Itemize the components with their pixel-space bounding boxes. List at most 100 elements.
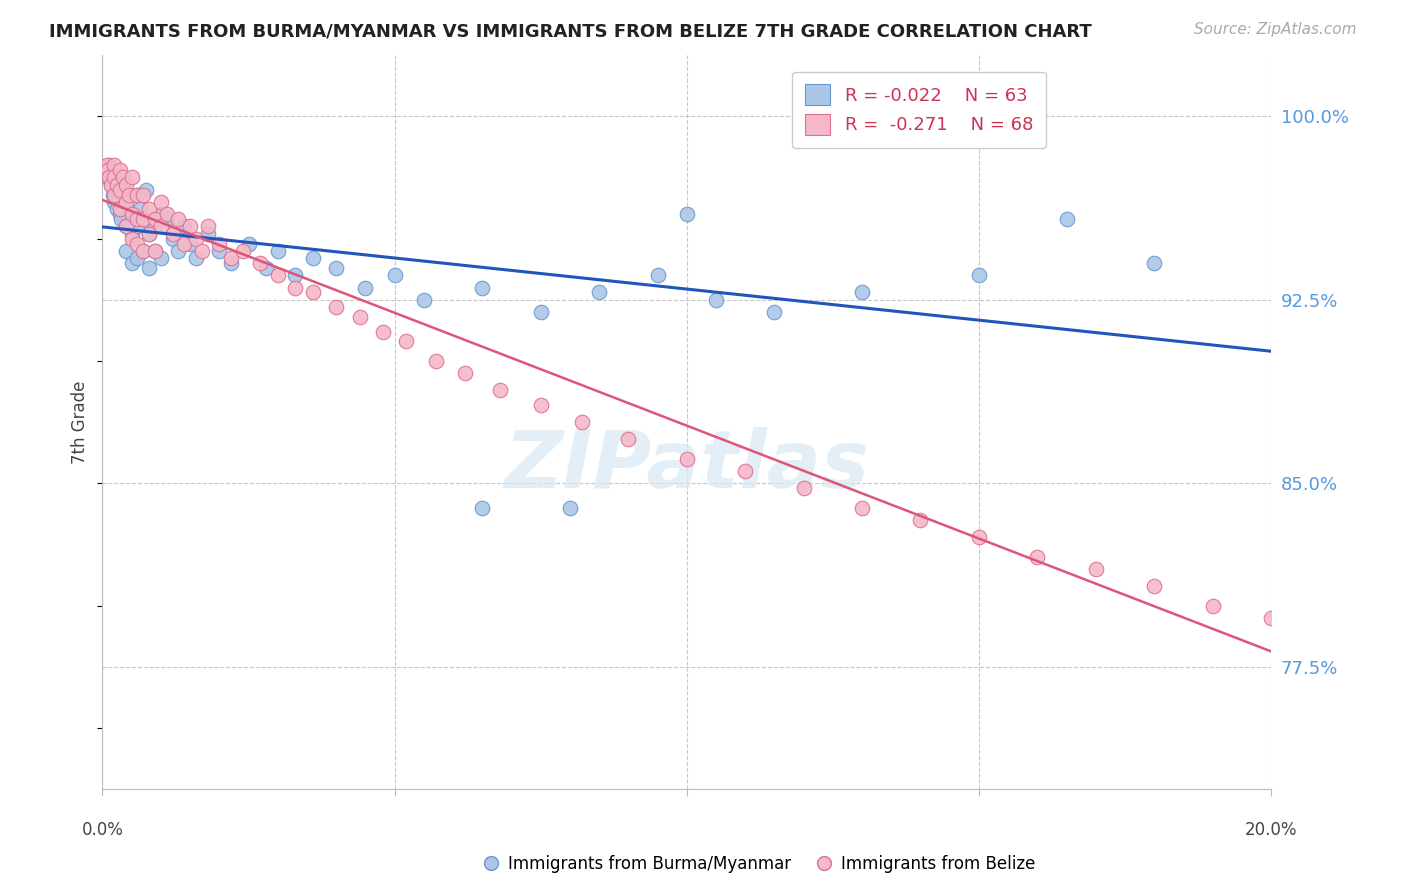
Point bbox=[143, 219, 166, 234]
Point bbox=[734, 464, 756, 478]
Point bbox=[138, 260, 160, 275]
Point bbox=[851, 285, 873, 300]
Point bbox=[208, 236, 231, 251]
Point bbox=[127, 187, 149, 202]
Point bbox=[111, 170, 134, 185]
Point bbox=[851, 500, 873, 515]
Point bbox=[103, 163, 125, 178]
Point bbox=[967, 268, 990, 283]
Point bbox=[675, 207, 697, 221]
Point bbox=[488, 384, 510, 398]
Point bbox=[114, 194, 136, 209]
Point bbox=[425, 354, 447, 368]
Point bbox=[704, 293, 727, 307]
Point bbox=[103, 187, 125, 202]
Point bbox=[111, 178, 134, 192]
Point bbox=[471, 500, 494, 515]
Point bbox=[325, 300, 347, 314]
Point bbox=[114, 244, 136, 258]
Point bbox=[97, 163, 120, 178]
Point bbox=[219, 251, 242, 265]
Point bbox=[156, 207, 179, 221]
Text: Source: ZipAtlas.com: Source: ZipAtlas.com bbox=[1194, 22, 1357, 37]
Legend: R = -0.022    N = 63, R =  -0.271    N = 68: R = -0.022 N = 63, R = -0.271 N = 68 bbox=[793, 71, 1046, 147]
Point bbox=[132, 212, 155, 227]
Text: IMMIGRANTS FROM BURMA/MYANMAR VS IMMIGRANTS FROM BELIZE 7TH GRADE CORRELATION CH: IMMIGRANTS FROM BURMA/MYANMAR VS IMMIGRA… bbox=[49, 22, 1092, 40]
Point bbox=[129, 202, 152, 217]
Point bbox=[197, 227, 219, 241]
Point bbox=[121, 256, 143, 270]
Point bbox=[588, 285, 610, 300]
Point bbox=[412, 293, 434, 307]
Point bbox=[103, 194, 125, 209]
Point bbox=[127, 187, 149, 202]
Point bbox=[108, 163, 131, 178]
Point bbox=[127, 251, 149, 265]
Point bbox=[149, 194, 172, 209]
Point bbox=[1201, 599, 1223, 613]
Point bbox=[121, 232, 143, 246]
Point bbox=[105, 202, 128, 217]
Point bbox=[1143, 579, 1166, 593]
Point bbox=[184, 251, 207, 265]
Point bbox=[267, 244, 290, 258]
Point bbox=[108, 202, 131, 217]
Point bbox=[558, 500, 581, 515]
Point bbox=[138, 227, 160, 241]
Point bbox=[149, 251, 172, 265]
Y-axis label: 7th Grade: 7th Grade bbox=[72, 380, 89, 464]
Point bbox=[98, 158, 121, 172]
Point bbox=[232, 244, 254, 258]
Point bbox=[96, 158, 118, 172]
Point bbox=[454, 366, 477, 380]
Point bbox=[249, 256, 271, 270]
Point bbox=[301, 251, 323, 265]
Point bbox=[121, 170, 143, 185]
Point bbox=[121, 227, 143, 241]
Point bbox=[98, 170, 121, 185]
Point bbox=[118, 187, 141, 202]
Point bbox=[149, 219, 172, 234]
Point bbox=[371, 325, 394, 339]
Point bbox=[571, 415, 593, 429]
Point bbox=[132, 244, 155, 258]
Point bbox=[284, 268, 307, 283]
Point bbox=[208, 244, 231, 258]
Point bbox=[173, 236, 195, 251]
Point bbox=[114, 219, 136, 234]
Point bbox=[1260, 611, 1282, 625]
Point bbox=[617, 432, 640, 446]
Point bbox=[100, 178, 122, 192]
Point bbox=[114, 178, 136, 192]
Point bbox=[101, 187, 124, 202]
Point bbox=[162, 232, 184, 246]
Point bbox=[127, 212, 149, 227]
Point bbox=[167, 244, 190, 258]
Point bbox=[1026, 549, 1049, 564]
Point bbox=[384, 268, 406, 283]
Point bbox=[197, 219, 219, 234]
Point bbox=[219, 256, 242, 270]
Point bbox=[354, 280, 377, 294]
Point bbox=[793, 481, 815, 495]
Point bbox=[647, 268, 669, 283]
Point bbox=[114, 194, 136, 209]
Point bbox=[763, 305, 786, 319]
Point bbox=[149, 207, 172, 221]
Point bbox=[1084, 562, 1107, 576]
Point bbox=[349, 310, 371, 324]
Point bbox=[132, 187, 155, 202]
Point bbox=[967, 530, 990, 544]
Point bbox=[132, 244, 155, 258]
Point bbox=[530, 398, 553, 412]
Point bbox=[238, 236, 260, 251]
Point bbox=[118, 187, 141, 202]
Point bbox=[301, 285, 323, 300]
Point bbox=[127, 236, 149, 251]
Point bbox=[179, 236, 201, 251]
Point bbox=[179, 219, 201, 234]
Point bbox=[143, 244, 166, 258]
Legend: Immigrants from Burma/Myanmar, Immigrants from Belize: Immigrants from Burma/Myanmar, Immigrant… bbox=[477, 848, 1042, 880]
Text: ZIPatlas: ZIPatlas bbox=[505, 427, 869, 505]
Point bbox=[675, 451, 697, 466]
